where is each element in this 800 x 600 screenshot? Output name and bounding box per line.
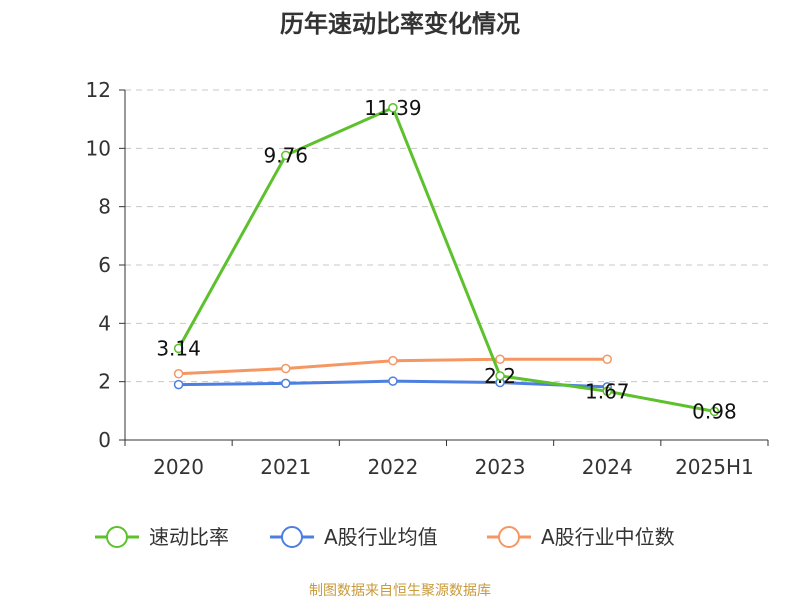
source-note: 制图数据来自恒生聚源数据库: [309, 583, 491, 599]
data-point: [173, 343, 184, 354]
x-tick-label: 2023: [475, 455, 526, 479]
data-labels: 3.14 9.76 11.39 2.2 1.67 0.98: [156, 96, 736, 424]
data-point: [388, 355, 398, 366]
data-label: 3.14: [156, 336, 201, 360]
data-point: [602, 386, 612, 397]
data-label: 0.98: [692, 399, 737, 423]
data-point: [281, 363, 291, 374]
chart-title: 历年速动比率变化情况: [280, 10, 520, 38]
y-tick-label: 6: [98, 253, 111, 277]
data-label: 9.76: [263, 143, 308, 167]
x-tick-label: 2025H1: [675, 455, 754, 479]
y-tick-label: 0: [98, 428, 111, 452]
data-point: [281, 378, 291, 389]
legend-swatch-marker: [498, 526, 520, 548]
x-tick-label: 2020: [153, 455, 204, 479]
series-lines: [173, 103, 720, 417]
legend-label: 速动比率: [149, 525, 229, 549]
data-label: 2.2: [484, 364, 516, 388]
data-label: 1.67: [585, 379, 630, 403]
y-tick-label: 2: [98, 370, 111, 394]
data-point: [388, 103, 398, 113]
legend-label: A股行业中位数: [541, 525, 675, 549]
data-point: [602, 354, 612, 364]
axes: 0 2 4 6 8 10 12 2020 2021 2022 2023 2024 2025H1: [86, 78, 769, 479]
data-point: [388, 376, 398, 386]
data-point: [281, 150, 291, 161]
grid-lines: [125, 89, 768, 383]
data-point: [495, 354, 505, 364]
data-point: [495, 371, 505, 381]
legend-swatch-marker: [106, 526, 128, 548]
data-label: 11.39: [364, 96, 421, 120]
legend-swatch-marker: [281, 526, 303, 548]
legend: 速动比率 A股行业均值 A股行业中位数: [95, 525, 675, 549]
series-line: [177, 106, 715, 413]
legend-label: A股行业均值: [324, 525, 438, 549]
x-tick-label: 2024: [582, 455, 633, 479]
data-point: [173, 369, 184, 379]
data-point: [709, 406, 720, 417]
y-tick-label: 12: [86, 78, 111, 102]
data-point: [173, 379, 184, 390]
x-tick-label: 2021: [260, 455, 311, 479]
x-tick-label: 2022: [367, 455, 418, 479]
y-tick-label: 10: [86, 136, 111, 160]
y-tick-label: 4: [98, 311, 111, 335]
y-tick-label: 8: [98, 195, 111, 219]
